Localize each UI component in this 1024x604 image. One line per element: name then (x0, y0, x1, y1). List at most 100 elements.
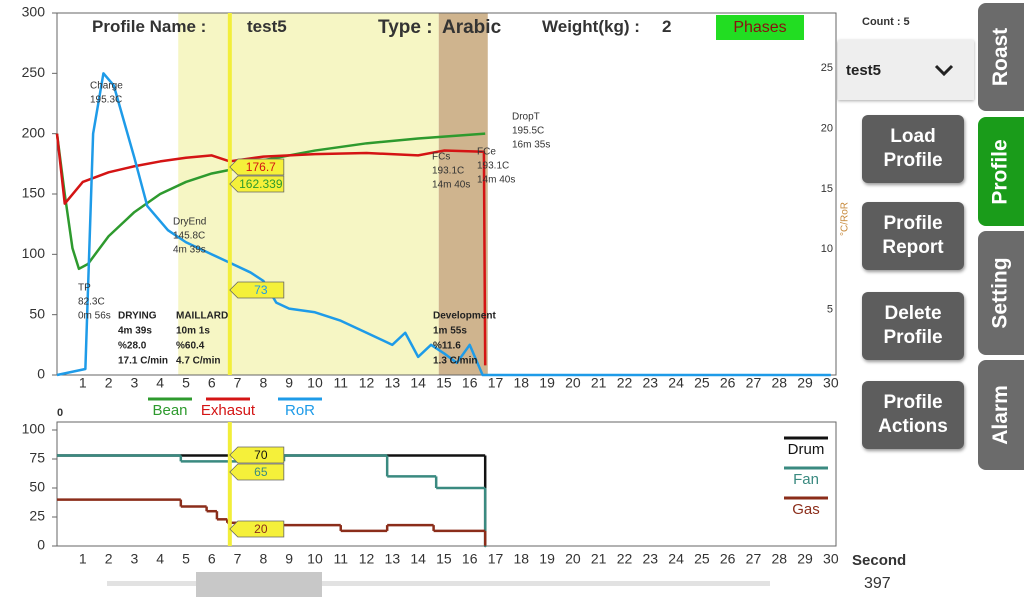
x-tick-label: 2 (105, 551, 113, 567)
phase-stat: MAILLARD (176, 311, 228, 322)
event-annotation: 82.3C (78, 297, 105, 308)
cursor-tag-value: 70 (254, 448, 268, 462)
slider-thumb[interactable] (196, 572, 322, 597)
x-tick-label: 13 (385, 551, 401, 567)
y2-tick-label: 5 (827, 304, 833, 316)
event-annotation: 14m 40s (477, 175, 515, 186)
roast-tab[interactable]: Roast (978, 3, 1024, 111)
y-tick-label: 150 (22, 185, 46, 201)
x-tick-label: 14 (410, 375, 426, 391)
count-label: Count : (862, 16, 901, 28)
tab-label: Setting (989, 257, 1013, 329)
x-tick-label: 17 (488, 375, 504, 391)
cursor-tag-value: 176.7 (246, 160, 276, 174)
event-annotation: Charge (90, 81, 123, 92)
phases-button[interactable]: Phases (716, 15, 804, 40)
x-tick-label: 6 (208, 375, 216, 391)
legend-label: RoR (285, 402, 315, 419)
x-tick-label: 8 (259, 551, 267, 567)
x-tick-label: 23 (642, 375, 658, 391)
phase-stat: %28.0 (118, 341, 147, 352)
x-tick-label: 9 (285, 375, 293, 391)
x-tick-label: 9 (285, 551, 293, 567)
event-annotation: 195.3C (90, 95, 122, 106)
load-profile-button[interactable]: Load Profile (862, 115, 964, 183)
x-tick-label: 15 (436, 551, 452, 567)
profile-name-label: Profile Name : (92, 17, 207, 36)
x-tick-label: 13 (385, 375, 401, 391)
series-line (55, 133, 487, 366)
type-label: Type : (378, 17, 433, 38)
slider-track[interactable] (107, 581, 770, 586)
step-end (483, 543, 487, 547)
weight-label: Weight(kg) : (542, 17, 640, 36)
x-tick-label: 20 (565, 551, 581, 567)
x-tick-label: 30 (823, 375, 839, 391)
cursor-tag (229, 281, 285, 299)
x-tick-label: 1 (79, 375, 87, 391)
x-tick-label: 27 (746, 551, 762, 567)
x-tick-label: 25 (694, 551, 710, 567)
x-tick-label: 28 (771, 551, 787, 567)
cursor-tag (229, 463, 285, 481)
y-tick-label: 100 (22, 245, 46, 261)
x-tick-label: 21 (591, 551, 607, 567)
x-tick-label: 1 (79, 551, 87, 567)
plot-frame (56, 421, 837, 547)
x-tick-label: 12 (359, 551, 375, 567)
cursor-tag (229, 158, 285, 176)
x-tick-label: 30 (823, 551, 839, 567)
tab-label: Profile (989, 138, 1013, 205)
x-tick-label: 29 (797, 375, 813, 391)
cursor-tag (229, 175, 285, 193)
profile-actions-button[interactable]: Profile Actions (862, 381, 964, 449)
weight: 2 (662, 17, 672, 36)
x-tick-label: 6 (208, 551, 216, 567)
x-tick-label: 19 (539, 375, 555, 391)
event-annotation: 145.8C (173, 231, 205, 242)
x-tick-label: 20 (565, 375, 581, 391)
phase-stat: 10m 1s (176, 326, 210, 337)
y2-tick-label: 15 (821, 183, 833, 195)
elapsed: 397 (864, 575, 891, 592)
x-tick-label: 24 (668, 375, 684, 391)
cursor-tag-value: 20 (254, 522, 268, 536)
start-label: 0 (57, 407, 64, 419)
profile-select[interactable]: test5 (838, 40, 974, 100)
profile-select-value: test5 (846, 62, 882, 79)
x-tick-label: 10 (307, 375, 323, 391)
alarm-tab[interactable]: Alarm (978, 360, 1024, 470)
x-tick-label: 4 (156, 551, 164, 567)
phase-stat: 1m 55s (433, 326, 467, 337)
event-annotation: DryEnd (173, 217, 206, 228)
delete-profile-button[interactable]: Delete Profile (862, 292, 964, 360)
y-tick-label: 50 (29, 479, 45, 495)
x-tick-label: 10 (307, 551, 323, 567)
cursor-tag-value: 73 (254, 283, 268, 297)
y2-tick-label: 20 (821, 123, 833, 135)
event-annotation: 4m 39s (173, 245, 206, 256)
profile-tab[interactable]: Profile (978, 117, 1024, 226)
count-value: 5 (903, 16, 910, 28)
x-tick-label: 18 (514, 375, 530, 391)
series-line (56, 72, 831, 377)
y2-tick-label: 10 (821, 243, 833, 255)
x-tick-label: 26 (720, 551, 736, 567)
event-annotation: 195.5C (512, 126, 544, 137)
x-tick-label: 22 (617, 551, 633, 567)
x-tick-label: 4 (156, 375, 164, 391)
x-tick-label: 3 (130, 551, 138, 567)
event-annotation: 193.1C (477, 161, 509, 172)
x-tick-label: 7 (234, 551, 242, 567)
phase-stat: 4m 39s (118, 326, 152, 337)
profile-report-button[interactable]: Profile Report (862, 202, 964, 270)
x-tick-label: 15 (436, 375, 452, 391)
y-tick-label: 200 (22, 124, 46, 140)
phase-stat: %60.4 (176, 341, 205, 352)
x-tick-label: 23 (642, 551, 658, 567)
setting-tab[interactable]: Setting (978, 231, 1024, 355)
phase-band (438, 13, 488, 375)
x-tick-label: 11 (333, 375, 348, 391)
